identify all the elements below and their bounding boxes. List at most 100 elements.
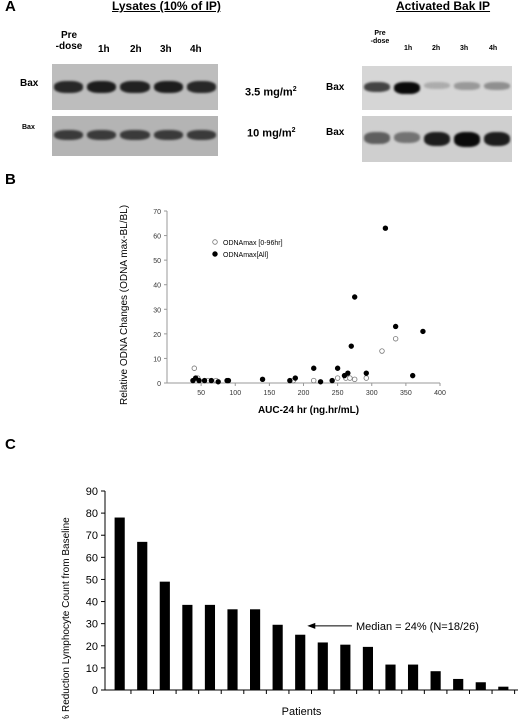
x-tick-label: 200 bbox=[298, 390, 310, 397]
blot-band bbox=[364, 131, 390, 144]
blot-band bbox=[394, 131, 420, 144]
blot-band bbox=[120, 129, 150, 141]
y-tick-label: 10 bbox=[153, 356, 161, 363]
y-tick-label: 10 bbox=[86, 663, 98, 675]
y-tick-label: 40 bbox=[86, 597, 98, 609]
bar bbox=[498, 686, 509, 690]
dose-label-3-5: 3.5 mg/m2 bbox=[245, 86, 297, 99]
data-point-all bbox=[363, 370, 369, 376]
data-point-all bbox=[348, 343, 354, 349]
y-tick-label: 0 bbox=[92, 685, 98, 697]
row-label-bax: Bax bbox=[20, 78, 39, 89]
annotation-label: Median = 24% (N=18/26) bbox=[356, 621, 479, 633]
panel-b-letter: B bbox=[5, 171, 16, 188]
dose-label-10: 10 mg/m2 bbox=[247, 127, 296, 140]
y-axis-label: Relative ODNA Changes (ODNA max-BL/BL) bbox=[119, 205, 130, 405]
data-point-0-96 bbox=[347, 375, 353, 381]
bar bbox=[317, 642, 328, 690]
panel-a-letter: A bbox=[5, 0, 16, 15]
data-point-all bbox=[259, 376, 266, 383]
y-tick-label: 60 bbox=[86, 552, 98, 564]
data-point-0-96 bbox=[363, 375, 369, 381]
data-point-0-96 bbox=[392, 336, 399, 342]
data-point-all bbox=[329, 377, 335, 384]
bar bbox=[430, 671, 441, 690]
data-point-0-96 bbox=[351, 376, 358, 383]
lane-label-4h: 4h bbox=[489, 45, 498, 52]
data-point-all bbox=[382, 225, 389, 231]
lane-label-4h: 4h bbox=[190, 44, 202, 55]
bar bbox=[114, 517, 125, 690]
y-tick-label: 0 bbox=[157, 381, 161, 388]
y-tick-label: 90 bbox=[86, 486, 98, 498]
blot-band bbox=[87, 80, 117, 94]
data-point-all bbox=[287, 377, 293, 384]
data-point-0-96 bbox=[334, 375, 341, 381]
lane-label-3h: 3h bbox=[160, 44, 172, 55]
data-point-all bbox=[292, 375, 299, 381]
lane-label-predose: Pre -dose bbox=[52, 30, 86, 52]
blot-lysates-10 bbox=[52, 116, 218, 156]
data-point-0-96 bbox=[311, 377, 317, 384]
x-axis-label: Patients bbox=[282, 706, 322, 718]
data-point-all bbox=[196, 377, 202, 384]
blot-band bbox=[186, 80, 216, 93]
bar bbox=[407, 664, 419, 690]
blot-band bbox=[87, 129, 117, 141]
bar bbox=[453, 678, 464, 690]
bar bbox=[159, 581, 170, 690]
y-tick-label: 20 bbox=[86, 641, 98, 653]
y-tick-label: 60 bbox=[153, 234, 161, 241]
annotation-arrowhead bbox=[307, 622, 316, 629]
lysates-title: Lysates (10% of IP) bbox=[112, 0, 221, 13]
row-label-bax: Bax bbox=[22, 124, 35, 131]
legend-marker bbox=[212, 251, 218, 257]
blot-bak-3-5 bbox=[362, 66, 512, 110]
bar-chart: 0 10 20 30 40 50 60 70 80 90 Median = 24% (N=18/26… bbox=[61, 486, 518, 719]
data-point-all bbox=[215, 379, 221, 385]
lane-label-predose: Pre -dose bbox=[366, 30, 394, 46]
x-tick-label: 100 bbox=[229, 390, 241, 397]
lane-label-line: -dose bbox=[55, 41, 83, 52]
lane-label-1h: 1h bbox=[98, 44, 110, 55]
x-tick-label: 50 bbox=[197, 390, 205, 397]
lane-label-line: Pre bbox=[374, 30, 386, 37]
data-point-all bbox=[311, 365, 317, 371]
y-tick-label: 30 bbox=[86, 619, 98, 631]
y-tick-label: 40 bbox=[153, 283, 161, 290]
dose-value: 10 mg/m bbox=[247, 127, 292, 140]
legend-marker bbox=[212, 239, 218, 245]
data-point-all bbox=[208, 377, 215, 384]
legend-label: ODNAmax [0-96hr] bbox=[223, 240, 283, 247]
bar bbox=[362, 646, 373, 690]
dose-sup: 2 bbox=[291, 127, 296, 134]
y-tick-label: 70 bbox=[86, 530, 98, 542]
data-point-0-96 bbox=[191, 365, 197, 371]
blot-band bbox=[424, 131, 450, 147]
x-tick-label: 350 bbox=[400, 390, 412, 397]
data-point-all bbox=[201, 377, 208, 384]
x-tick-label: 150 bbox=[264, 390, 276, 397]
blot-band bbox=[54, 129, 84, 141]
y-tick-label: 50 bbox=[153, 258, 161, 265]
blot-band bbox=[153, 80, 183, 94]
y-tick-label: 80 bbox=[86, 508, 98, 520]
blot-band bbox=[364, 81, 390, 93]
bar bbox=[475, 682, 486, 690]
scatter-chart: 0 10 20 30 40 50 60 70 50 100 150 200 250 300 350 400 AU… bbox=[119, 205, 446, 416]
blot-band bbox=[153, 129, 183, 141]
lane-label-3h: 3h bbox=[460, 45, 469, 52]
bar bbox=[250, 609, 261, 690]
bar bbox=[204, 604, 216, 690]
lane-label-1h: 1h bbox=[404, 45, 413, 52]
y-tick-label: 30 bbox=[153, 307, 161, 314]
data-point-all bbox=[317, 379, 324, 385]
data-point-all bbox=[334, 365, 341, 371]
blot-band bbox=[120, 80, 150, 94]
blot-band bbox=[186, 129, 216, 141]
x-tick-label: 250 bbox=[332, 390, 344, 397]
x-tick-label: 300 bbox=[366, 390, 378, 397]
lane-label-2h: 2h bbox=[432, 45, 441, 52]
y-tick-label: 20 bbox=[153, 332, 161, 339]
bar bbox=[295, 634, 306, 690]
